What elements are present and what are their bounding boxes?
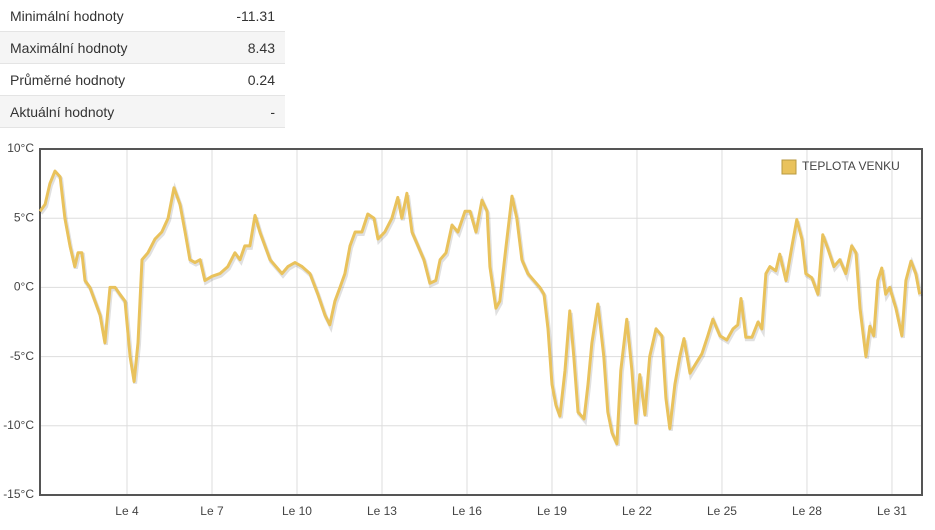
stats-value: -: [199, 95, 285, 128]
x-tick-label: Le 31: [877, 504, 907, 518]
x-tick-label: Le 25: [707, 504, 737, 518]
line: [38, 169, 922, 446]
x-tick-label: Le 16: [452, 504, 482, 518]
y-tick-label: 5°C: [14, 210, 34, 224]
legend-swatch: [781, 159, 797, 175]
stats-label: Minimální hodnoty: [0, 0, 200, 32]
stats-label: Průměrné hodnoty: [0, 63, 200, 96]
y-tick-label: -5°C: [10, 349, 34, 363]
y-tick-label: -10°C: [3, 418, 34, 432]
stats-value: -11.31: [199, 0, 285, 32]
stats-row: Průměrné hodnoty 0.24: [0, 63, 285, 96]
stats-value: 0.24: [199, 63, 285, 96]
stats-table: Minimální hodnoty -11.31 Maximální hodnoty…: [0, 0, 285, 128]
x-tick-label: Le 19: [537, 504, 567, 518]
x-tick-label: Le 10: [282, 504, 312, 518]
x-tick-label: Le 13: [367, 504, 397, 518]
y-tick-label: 0°C: [14, 280, 34, 294]
x-tick-label: Le 7: [200, 504, 224, 518]
y-tick-label: -15°C: [3, 487, 34, 501]
stats-row: Minimální hodnoty -11.31: [0, 0, 285, 32]
x-tick-label: Le 28: [792, 504, 822, 518]
plot-frame: [39, 148, 923, 496]
stats-row: Aktuální hodnoty -: [0, 95, 285, 128]
y-tick-label: 10°C: [7, 141, 34, 155]
stats-label: Aktuální hodnoty: [0, 95, 200, 128]
x-tick-label: Le 4: [115, 504, 139, 518]
stats-row: Maximální hodnoty 8.43: [0, 31, 285, 64]
x-tick-label: Le 22: [622, 504, 652, 518]
stats-value: 8.43: [199, 31, 285, 64]
legend-label: TEPLOTA VENKU: [802, 159, 900, 173]
stats-label: Maximální hodnoty: [0, 31, 200, 64]
